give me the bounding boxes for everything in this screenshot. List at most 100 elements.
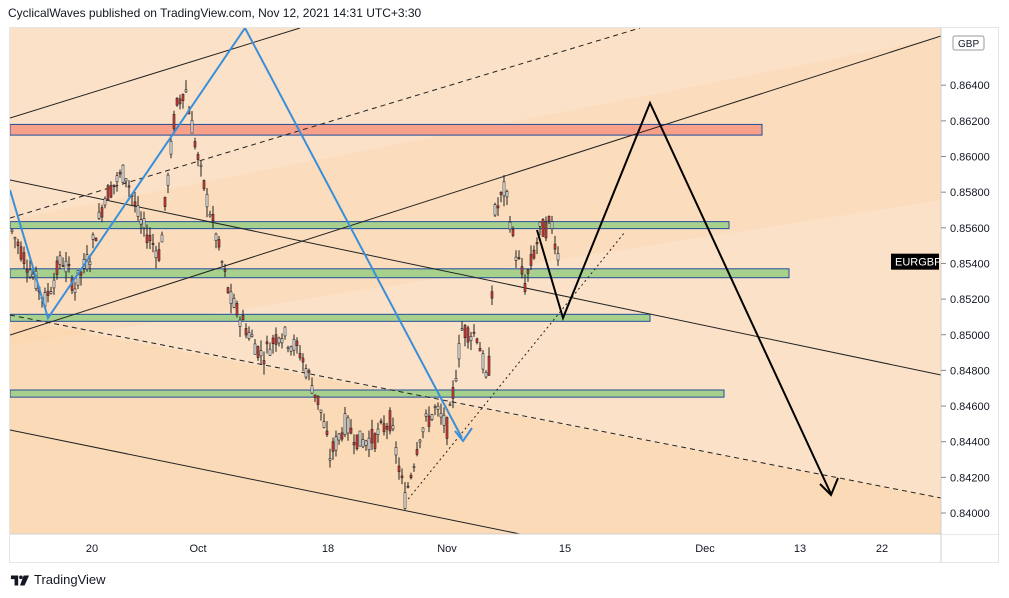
x-tick-label: 15 bbox=[559, 543, 571, 555]
candle-down bbox=[496, 205, 500, 209]
black-projection-path bbox=[536, 100, 832, 495]
dotted-support-line bbox=[404, 231, 626, 504]
candle-up bbox=[442, 414, 446, 426]
candle-up bbox=[64, 260, 68, 273]
candle-up bbox=[484, 372, 488, 378]
candle-up bbox=[184, 89, 188, 93]
symbol-tag: EURGBP bbox=[895, 257, 941, 269]
candle-down bbox=[472, 331, 476, 334]
candle-down bbox=[178, 98, 182, 105]
candle-down bbox=[523, 283, 527, 292]
blue-projection-left bbox=[10, 28, 246, 321]
candle-up bbox=[103, 198, 107, 206]
candle-up bbox=[88, 261, 92, 266]
candle-down bbox=[217, 239, 221, 248]
x-tick-label: 20 bbox=[86, 543, 98, 555]
candle-up bbox=[28, 269, 32, 278]
candle-down bbox=[265, 341, 269, 345]
candle-down bbox=[331, 441, 335, 452]
candle-up bbox=[364, 440, 368, 446]
candle-up bbox=[469, 336, 473, 341]
candle-up bbox=[412, 465, 416, 468]
candle-up bbox=[91, 234, 95, 240]
candle-up bbox=[220, 261, 224, 263]
candle-up bbox=[310, 385, 314, 394]
candle-down bbox=[79, 271, 83, 276]
y-tick-label: 0.85000 bbox=[950, 330, 990, 342]
candle-down bbox=[553, 243, 557, 250]
candle-up bbox=[238, 319, 242, 327]
candle-up bbox=[154, 250, 158, 259]
candle-up bbox=[556, 253, 560, 261]
candle-up bbox=[142, 218, 146, 229]
candle-down bbox=[400, 475, 404, 479]
x-tick-label: Oct bbox=[189, 543, 206, 555]
projection-paths bbox=[10, 28, 839, 497]
y-tick-label: 0.85200 bbox=[950, 294, 990, 306]
chart-background bbox=[10, 28, 941, 534]
candle-down bbox=[373, 433, 377, 449]
candle-down bbox=[175, 97, 179, 106]
candle-down bbox=[535, 241, 539, 245]
candles bbox=[10, 80, 560, 510]
candle-up bbox=[13, 237, 17, 240]
candle-up bbox=[439, 412, 443, 418]
candle-down bbox=[415, 449, 419, 455]
candle-down bbox=[385, 425, 389, 430]
candle-up bbox=[229, 291, 233, 304]
symbol-tag-bg bbox=[891, 253, 939, 270]
candle-up bbox=[514, 256, 518, 261]
y-tick-label: 0.85600 bbox=[950, 223, 990, 235]
upper-channel-line bbox=[10, 28, 301, 119]
bottom-line bbox=[10, 429, 521, 534]
candle-up bbox=[460, 328, 464, 331]
currency-badge bbox=[952, 35, 985, 51]
candle-up bbox=[367, 437, 371, 450]
candle-up bbox=[418, 439, 422, 443]
candle-down bbox=[241, 315, 245, 321]
candle-up bbox=[358, 430, 362, 447]
candle-up bbox=[505, 191, 509, 198]
candle-down bbox=[382, 423, 386, 433]
candle-up bbox=[424, 413, 428, 417]
channel-band bbox=[10, 38, 941, 345]
candle-up bbox=[232, 298, 236, 308]
candle-up bbox=[481, 353, 485, 370]
candle-down bbox=[475, 338, 479, 343]
candle-down bbox=[478, 348, 482, 352]
candle-down bbox=[223, 269, 227, 272]
candle-down bbox=[427, 415, 431, 427]
candle-down bbox=[274, 334, 278, 345]
currency-label: GBP bbox=[958, 39, 979, 50]
candle-down bbox=[181, 93, 185, 101]
y-tick-label: 0.85800 bbox=[950, 187, 990, 199]
candle-down bbox=[520, 266, 524, 275]
x-tick-label: Nov bbox=[437, 543, 457, 555]
candle-down bbox=[46, 290, 50, 296]
candle-down bbox=[244, 328, 248, 336]
y-tick-label: 0.84200 bbox=[950, 472, 990, 484]
candle-down bbox=[313, 394, 317, 398]
candle-down bbox=[256, 346, 260, 358]
candle-down bbox=[235, 302, 239, 316]
candle-down bbox=[490, 291, 494, 299]
candle-up bbox=[493, 204, 497, 216]
candle-down bbox=[340, 432, 344, 440]
candle-down bbox=[19, 246, 23, 260]
candle-up bbox=[376, 428, 380, 435]
candle-up bbox=[97, 211, 101, 219]
candle-down bbox=[22, 252, 26, 264]
candle-up bbox=[160, 234, 164, 243]
candle-up bbox=[136, 205, 140, 217]
candle-down bbox=[466, 327, 470, 343]
candle-down bbox=[100, 207, 104, 218]
candle-up bbox=[214, 233, 218, 241]
candle-down bbox=[262, 360, 266, 365]
candle-up bbox=[121, 164, 125, 183]
candle-up bbox=[550, 221, 554, 230]
candle-down bbox=[379, 420, 383, 423]
candle-down bbox=[157, 249, 161, 261]
candle-up bbox=[76, 270, 80, 286]
support-zone-2 bbox=[10, 268, 790, 279]
